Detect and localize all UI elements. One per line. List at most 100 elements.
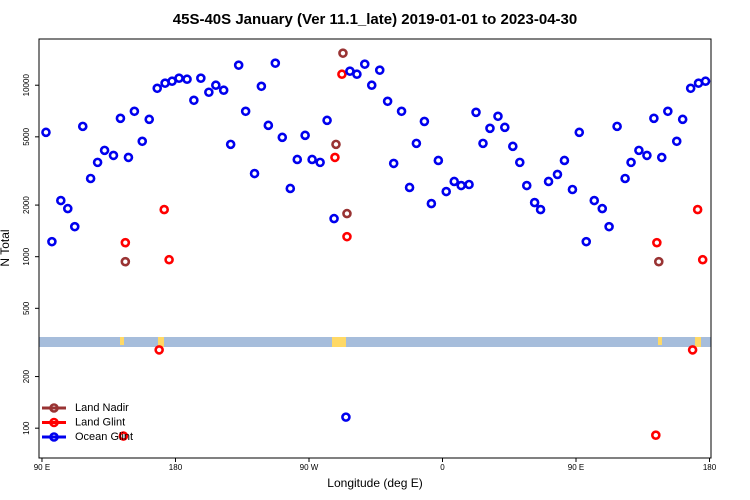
legend-label: Ocean Glint — [75, 431, 133, 443]
point — [433, 155, 444, 166]
point — [449, 176, 460, 187]
point — [92, 157, 103, 168]
point — [663, 106, 673, 117]
point — [337, 69, 347, 80]
point — [700, 76, 711, 87]
point — [604, 221, 614, 232]
point — [182, 74, 192, 85]
point — [374, 65, 385, 75]
point — [653, 256, 664, 267]
point — [642, 150, 652, 161]
y-tick-label: 100 — [22, 421, 31, 435]
point — [426, 198, 437, 209]
legend-label: Land Nadir — [75, 402, 129, 414]
point — [300, 130, 310, 141]
x-tick-label: 180 — [703, 463, 717, 472]
point — [677, 114, 688, 125]
point — [307, 154, 317, 165]
y-tick-label: 1000 — [22, 247, 31, 265]
point — [56, 195, 66, 206]
point — [322, 115, 332, 126]
point — [543, 176, 554, 187]
point — [123, 152, 134, 163]
point — [535, 204, 546, 215]
plot-frame — [38, 38, 712, 459]
point — [652, 237, 662, 248]
point — [567, 184, 578, 195]
point — [671, 136, 682, 147]
point — [240, 106, 251, 117]
y-tick-label: 5000 — [22, 127, 31, 145]
point — [471, 107, 481, 118]
y-tick-label: 200 — [22, 369, 31, 383]
point — [521, 180, 532, 191]
point — [164, 254, 174, 265]
point — [508, 141, 518, 152]
point — [69, 221, 80, 232]
point — [120, 237, 131, 248]
point — [218, 85, 229, 96]
point — [118, 431, 129, 441]
point — [85, 173, 96, 184]
point — [396, 106, 407, 117]
point — [225, 139, 236, 150]
chart-title: 45S-40S January (Ver 11.1_late) 2019-01-… — [173, 11, 577, 28]
point — [249, 168, 260, 179]
x-tick-label: 90 E — [34, 463, 50, 472]
point — [270, 58, 281, 68]
point — [47, 236, 57, 247]
point — [159, 204, 170, 215]
point — [485, 123, 495, 134]
point — [441, 186, 452, 197]
point — [196, 73, 206, 83]
point — [315, 157, 325, 168]
point — [552, 169, 563, 180]
point — [233, 60, 244, 70]
point — [137, 136, 148, 147]
point — [559, 155, 570, 166]
point — [620, 173, 630, 184]
point — [626, 157, 636, 168]
point — [144, 114, 155, 125]
point — [359, 59, 370, 69]
x-axis-label: Longitude (deg E) — [327, 476, 422, 490]
point — [189, 95, 199, 106]
point — [597, 203, 608, 214]
point — [129, 106, 140, 117]
x-tick-label: 0 — [440, 463, 445, 472]
point — [589, 195, 600, 206]
point — [292, 154, 303, 165]
point — [341, 412, 351, 422]
point — [514, 157, 525, 168]
x-tick-label: 90 E — [568, 463, 584, 472]
point — [99, 145, 110, 156]
point — [411, 138, 422, 149]
point — [41, 127, 51, 138]
point — [651, 430, 661, 440]
point — [612, 121, 622, 132]
x-tick-label: 90 W — [300, 463, 319, 472]
point — [685, 83, 696, 94]
point — [338, 48, 348, 58]
point — [478, 138, 488, 149]
point — [77, 121, 88, 132]
point — [211, 80, 221, 91]
point — [256, 81, 267, 92]
point — [285, 183, 296, 194]
point — [108, 150, 119, 161]
legend-marker — [49, 432, 59, 442]
point — [152, 83, 163, 94]
point — [500, 122, 510, 133]
point — [388, 158, 399, 169]
point — [649, 113, 659, 124]
point — [464, 179, 474, 190]
point — [277, 132, 288, 143]
point — [366, 80, 377, 91]
point — [529, 197, 540, 208]
point — [634, 145, 644, 156]
point — [581, 236, 592, 247]
point — [697, 254, 708, 265]
point — [342, 231, 352, 242]
point — [456, 180, 466, 191]
point — [329, 213, 339, 224]
